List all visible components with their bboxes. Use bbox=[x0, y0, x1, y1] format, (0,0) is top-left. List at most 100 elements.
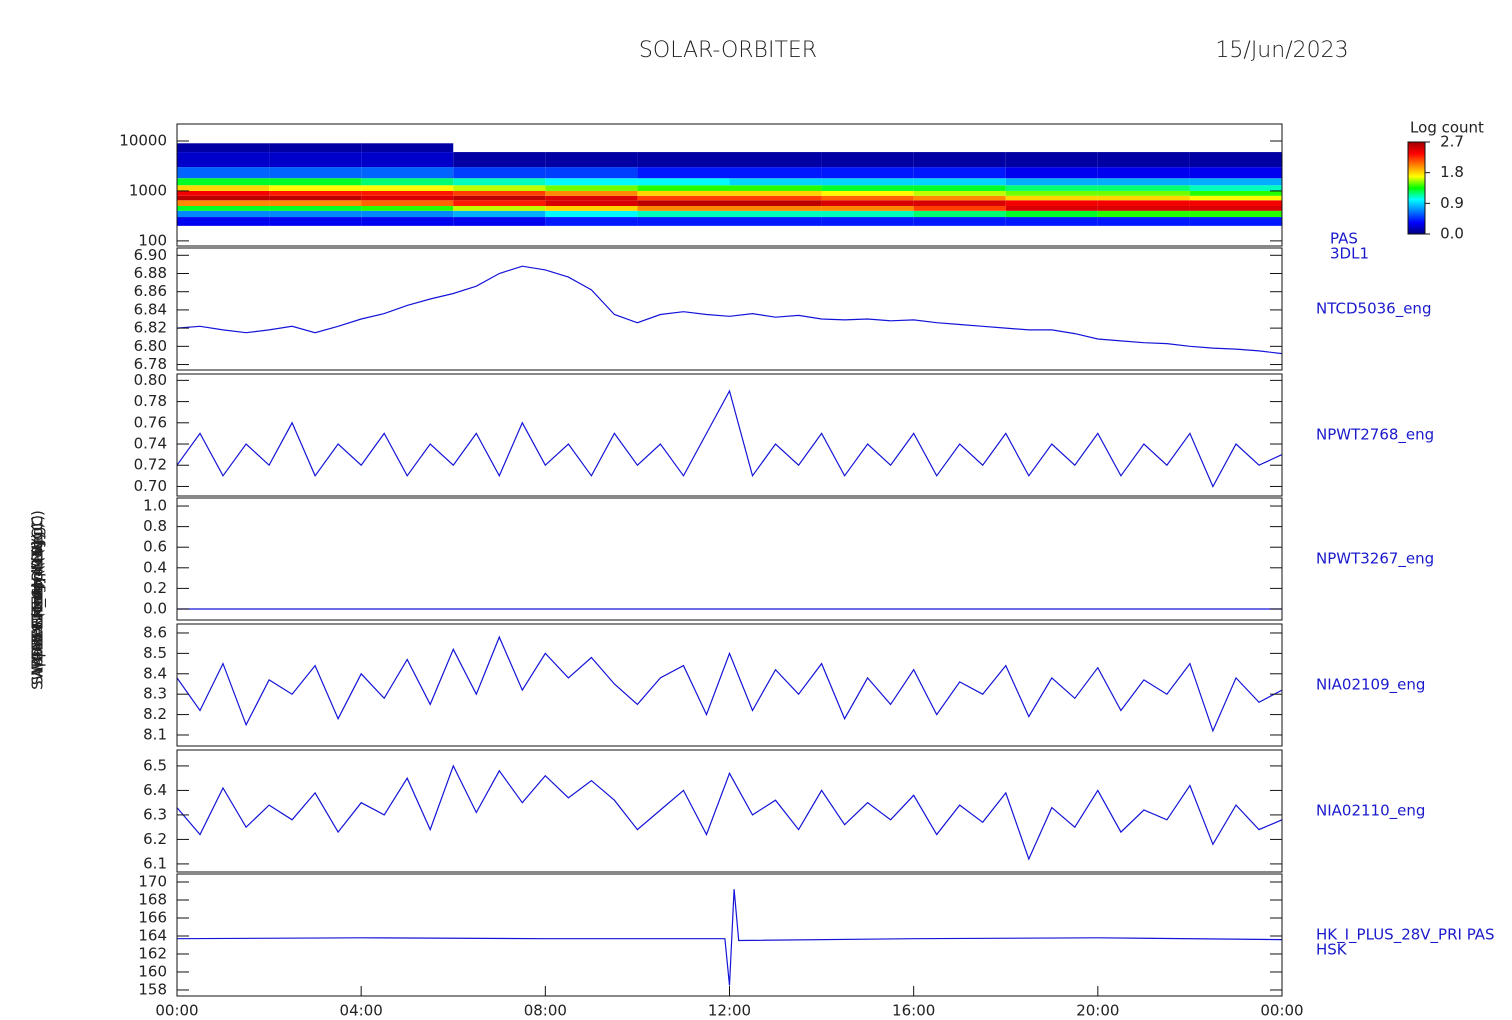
heatmap-cell bbox=[1097, 210, 1190, 218]
panel: 6.786.806.826.846.866.886.90 NTCD5036_eng… bbox=[29, 246, 1432, 678]
heatmap-cell bbox=[821, 178, 914, 186]
heatmap-cell bbox=[177, 143, 270, 153]
heatmap-cell bbox=[545, 210, 638, 218]
heatmap-cell bbox=[1005, 185, 1098, 191]
heatmap-cell bbox=[729, 200, 822, 206]
y-tick-label: 0.8 bbox=[143, 517, 167, 535]
heatmap-cell bbox=[1189, 200, 1282, 206]
heatmap-cell bbox=[913, 167, 1006, 179]
heatmap-cell bbox=[269, 205, 362, 211]
y-tick-label: 0.78 bbox=[134, 392, 167, 410]
y-tick-label: 8.6 bbox=[143, 623, 167, 641]
panel-label: NPWT2768_eng bbox=[1316, 426, 1434, 445]
heatmap-cell bbox=[1097, 152, 1190, 168]
heatmap-cell bbox=[1005, 152, 1098, 168]
heatmap-cell bbox=[729, 167, 822, 179]
heatmap-cell bbox=[269, 217, 362, 226]
y-tick-label: 6.4 bbox=[143, 781, 167, 799]
y-tick-label: 6.84 bbox=[134, 300, 167, 318]
y-tick-label: 8.3 bbox=[143, 685, 167, 703]
heatmap-cell bbox=[729, 210, 822, 218]
heatmap-cell bbox=[1189, 167, 1282, 179]
heatmap-cell bbox=[637, 152, 730, 168]
y-tick-label: 10000 bbox=[119, 132, 167, 150]
data-line bbox=[176, 764, 1283, 861]
heatmap-cell bbox=[821, 190, 914, 196]
data-line bbox=[176, 389, 1283, 488]
heatmap-cell bbox=[1005, 190, 1098, 196]
y-tick-label: 6.88 bbox=[134, 264, 167, 282]
panel-label: NPWT3267_eng bbox=[1316, 550, 1434, 569]
panel-label: NIA02110_eng bbox=[1316, 802, 1425, 821]
heatmap-cell bbox=[1189, 195, 1282, 201]
heatmap-cell bbox=[1005, 210, 1098, 218]
heatmap-cell bbox=[913, 210, 1006, 218]
heatmap-cell bbox=[177, 195, 270, 201]
heatmap-cell bbox=[177, 200, 270, 206]
heatmap-cell bbox=[545, 152, 638, 168]
panel-frame bbox=[176, 247, 1283, 371]
y-tick-label: 6.80 bbox=[134, 337, 167, 355]
heatmap-cell bbox=[545, 185, 638, 191]
x-tick-label: 16:00 bbox=[892, 1002, 935, 1020]
heatmap-cell bbox=[1189, 217, 1282, 226]
heatmap-cell bbox=[269, 167, 362, 179]
heatmap-cell bbox=[1097, 178, 1190, 186]
colorbar bbox=[1407, 141, 1426, 235]
colorbar-tick-label: 2.7 bbox=[1440, 133, 1464, 151]
panel: 8.1 8.2 8.3 8.4 8.5 8.6 NIA02109_eng THERM_CH4 … bbox=[29, 541, 1425, 747]
heatmap-cell bbox=[821, 167, 914, 179]
heatmap-cell bbox=[913, 152, 1006, 168]
panel-frame bbox=[176, 749, 1283, 873]
y-tick-label: 6.82 bbox=[134, 319, 167, 337]
heatmap-cell bbox=[637, 185, 730, 191]
heatmap-cell bbox=[729, 205, 822, 211]
heatmap-cell bbox=[361, 143, 454, 153]
heatmap-cell bbox=[361, 152, 454, 168]
heatmap-cell bbox=[1189, 152, 1282, 168]
panel-frame bbox=[176, 373, 1283, 497]
data-line bbox=[176, 265, 1283, 355]
colorbar-title: Log count bbox=[1410, 119, 1484, 137]
x-tick-label: 04:00 bbox=[340, 1002, 383, 1020]
y-tick-label: 8.4 bbox=[143, 664, 167, 682]
y-axis-label: Approx Temp (DegC) bbox=[29, 523, 47, 678]
panel: 0.0 0.2 0.4 0.6 0.8 1.0 NPWT3267_eng SWA-EAS2 T… bbox=[29, 497, 1435, 690]
data-line bbox=[176, 889, 1283, 986]
heatmap-cell bbox=[913, 190, 1006, 196]
heatmap-cell bbox=[453, 205, 546, 211]
y-axis-label: THERM_CH4 (V) bbox=[29, 541, 48, 661]
heatmap-cell bbox=[1005, 195, 1098, 201]
y-tick-label: 1.0 bbox=[143, 497, 167, 515]
heatmap-cell bbox=[913, 195, 1006, 201]
heatmap-cell bbox=[913, 200, 1006, 206]
panel-frame bbox=[176, 497, 1283, 621]
y-tick-label: 0.6 bbox=[143, 538, 167, 556]
heatmap-cell bbox=[1005, 200, 1098, 206]
heatmap-cell bbox=[1097, 217, 1190, 226]
panel: 6.1 6.2 6.3 6.4 6.5 NIA02110_eng RPW HK_IMON (… bbox=[29, 533, 1425, 873]
x-tick-label: 12:00 bbox=[708, 1002, 751, 1020]
heatmap-cell bbox=[177, 210, 270, 218]
heatmap-cell bbox=[177, 167, 270, 179]
heatmap-cell bbox=[269, 200, 362, 206]
x-tick-label: 00:00 bbox=[155, 1002, 198, 1020]
y-axis-label: SWA-EAS2 Temp (DegC) bbox=[29, 510, 47, 690]
panel-label: HSK bbox=[1316, 941, 1348, 959]
heatmap-cell bbox=[1097, 167, 1190, 179]
y-tick-label: 170 bbox=[138, 873, 167, 891]
heatmap-cell bbox=[269, 190, 362, 196]
heatmap-cell bbox=[361, 185, 454, 191]
y-tick-label: 6.86 bbox=[134, 282, 167, 300]
heatmap-cell bbox=[913, 205, 1006, 211]
heatmap-cell bbox=[913, 185, 1006, 191]
heatmap-cell bbox=[1189, 185, 1282, 191]
panel-frame bbox=[176, 623, 1283, 747]
y-axis-label: (mA) bbox=[29, 582, 47, 619]
data-line bbox=[176, 635, 1283, 733]
heatmap-cell bbox=[177, 185, 270, 191]
heatmap-cell bbox=[361, 210, 454, 218]
y-tick-label: 0.0 bbox=[143, 599, 167, 617]
heatmap-cell bbox=[361, 167, 454, 179]
y-tick-label: 6.78 bbox=[134, 355, 167, 373]
